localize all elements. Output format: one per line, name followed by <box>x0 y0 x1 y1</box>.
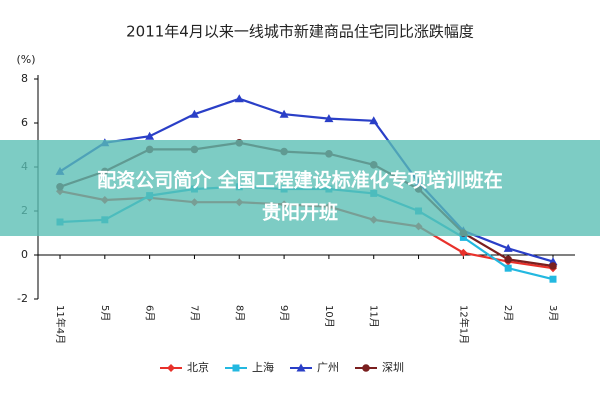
marker <box>459 248 468 257</box>
x-tick-label: 6月 <box>144 305 156 321</box>
legend-label: 北京 <box>187 360 209 374</box>
marker <box>549 275 557 283</box>
marker <box>504 255 512 264</box>
overlay-text: 贵阳开班 <box>262 201 338 224</box>
marker <box>459 233 467 241</box>
marker <box>369 116 379 125</box>
x-tick-label: 5月 <box>99 305 111 321</box>
y-axis-label: (%) <box>16 53 35 66</box>
overlay-text: 配资公司简介 全国工程建设标准化专项培训班在 <box>97 169 503 192</box>
x-tick-label: 10月 <box>323 305 335 328</box>
marker <box>189 109 199 118</box>
legend-label: 上海 <box>252 360 274 374</box>
marker <box>232 364 240 372</box>
x-tick-label: 11月 <box>368 305 380 328</box>
chart-title: 2011年4月以来一线城市新建商品住宅同比涨跌幅度 <box>126 23 474 41</box>
x-tick-label: 7月 <box>188 305 200 321</box>
x-tick-label: 2月 <box>502 305 514 321</box>
marker <box>504 264 512 272</box>
y-tick-label: -2 <box>17 292 28 305</box>
y-tick-label: 6 <box>21 116 28 129</box>
legend-label: 广州 <box>317 361 339 374</box>
y-tick-label: 0 <box>21 248 28 261</box>
marker <box>324 114 334 123</box>
x-tick-label: 12年1月 <box>457 305 470 344</box>
x-tick-label: 3月 <box>547 305 559 321</box>
marker <box>279 109 289 118</box>
marker <box>145 131 155 140</box>
marker <box>549 262 557 270</box>
y-tick-label: 8 <box>21 72 28 85</box>
marker <box>296 363 306 372</box>
marker <box>362 364 370 372</box>
marker <box>503 243 513 252</box>
x-tick-label: 11年4月 <box>54 305 67 344</box>
marker <box>167 364 175 372</box>
x-tick-label: 8月 <box>233 305 245 321</box>
legend-label: 深圳 <box>382 361 404 374</box>
x-tick-label: 9月 <box>278 305 290 321</box>
overlay-banner <box>0 140 600 236</box>
marker <box>234 94 244 103</box>
